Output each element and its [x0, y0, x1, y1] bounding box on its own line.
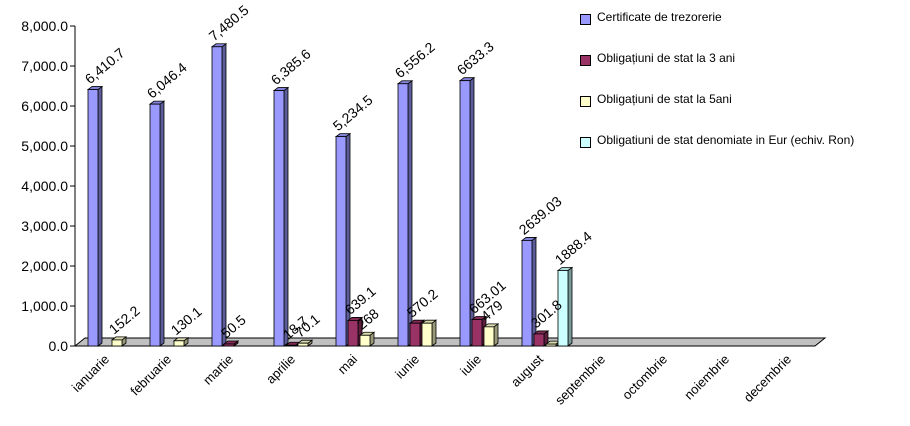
data-label: 6,046.4	[144, 59, 190, 101]
bar	[222, 340, 240, 347]
bar	[148, 100, 166, 347]
data-label: 6633.3	[454, 38, 497, 78]
x-tick-label: iunie	[392, 352, 422, 382]
bar-face	[285, 344, 297, 347]
x-tick-label: februarie	[127, 352, 174, 399]
data-label: 6,556.2	[392, 39, 438, 81]
x-tick-label: martie	[200, 352, 236, 388]
data-label: 6,385.6	[268, 45, 314, 87]
bar	[482, 323, 500, 347]
bar	[532, 330, 550, 347]
bar	[296, 339, 314, 347]
bar-face	[297, 342, 309, 347]
legend-item-obligatiuni-5-ani: Obligațiuni de stat la 5ani	[580, 92, 910, 107]
bar	[110, 336, 128, 347]
data-label: 152.2	[106, 302, 143, 337]
bar-face	[335, 136, 347, 347]
bar-face	[87, 89, 99, 347]
bar-face	[557, 270, 569, 347]
bar-face	[533, 333, 545, 347]
y-tick-label: 3,000.0	[21, 218, 68, 234]
x-tick-label: august	[508, 351, 546, 389]
bar-face	[149, 103, 161, 347]
data-label: 7,480.5	[206, 2, 252, 44]
x-tick-label: aprilie	[263, 352, 298, 387]
bar-face	[273, 90, 285, 347]
bar	[520, 236, 538, 347]
x-tick-label: iulie	[457, 352, 484, 379]
bar-face	[421, 322, 433, 347]
y-tick-label: 1,000.0	[21, 298, 68, 314]
x-tick-label: ianuarie	[69, 352, 112, 395]
bar-side	[221, 42, 227, 347]
data-label: 6,410.7	[82, 44, 128, 86]
bar	[458, 76, 476, 347]
y-tick-label: 6,000.0	[21, 98, 68, 114]
legend-swatch-obligatiuni-5-ani	[580, 96, 591, 107]
bar-side	[159, 100, 165, 347]
bar-face	[521, 240, 533, 347]
bar-face	[471, 319, 483, 347]
legend-label-certificate: Certificate de trezorerie	[597, 10, 722, 24]
bar-face	[211, 46, 223, 347]
bar	[272, 86, 290, 347]
y-tick-label: 7,000.0	[21, 58, 68, 74]
data-label: 5,234.5	[330, 91, 376, 133]
y-tick-label: 2,000.0	[21, 258, 68, 274]
bar	[172, 336, 190, 347]
bar-face	[483, 326, 495, 347]
bar-face	[459, 80, 471, 347]
bar-side	[97, 85, 103, 347]
bar-face	[111, 339, 123, 347]
legend-label-obligatiuni-5-ani: Obligațiuni de stat la 5ani	[597, 92, 732, 106]
legend-swatch-obligatiuni-eur	[580, 137, 591, 148]
bar-face	[545, 343, 557, 347]
bar-face	[359, 334, 371, 347]
legend-item-certificate: Certificate de trezorerie	[580, 10, 910, 25]
legend-item-obligatiuni-3-ani: Obligațiuni de stat la 3 ani	[580, 51, 910, 66]
bar	[556, 266, 574, 347]
x-tick-label: noiembrie	[681, 352, 732, 403]
bar-side	[567, 266, 573, 347]
bar-face	[397, 83, 409, 347]
legend-label-obligatiuni-eur: Obligatiuni de stat denomiate in Eur (ec…	[597, 133, 855, 147]
bar-face	[347, 320, 359, 347]
bar	[86, 85, 104, 347]
y-tick-label: 0.0	[49, 338, 69, 354]
bar-face	[409, 322, 421, 347]
bar-face	[223, 343, 235, 347]
bar	[358, 331, 376, 347]
data-label: 2639.03	[516, 193, 565, 238]
bar-side	[283, 86, 289, 347]
legend-label-obligatiuni-3-ani: Obligațiuni de stat la 3 ani	[597, 51, 736, 65]
bar	[210, 42, 228, 347]
x-tick-label: octombrie	[619, 352, 670, 403]
legend-swatch-certificate	[580, 14, 591, 25]
bar-side	[493, 323, 499, 347]
data-label: 130.1	[168, 303, 205, 338]
legend-swatch-obligatiuni-3-ani	[580, 55, 591, 66]
x-tick-label: decembrie	[741, 352, 795, 406]
bar	[420, 319, 438, 347]
x-tick-label: septembrie	[552, 352, 608, 408]
legend-item-obligatiuni-eur: Obligatiuni de stat denomiate in Eur (ec…	[580, 133, 907, 148]
x-tick-label: mai	[335, 351, 360, 376]
bar-side	[431, 319, 437, 347]
bar-face	[173, 340, 185, 347]
y-tick-label: 4,000.0	[21, 178, 68, 194]
data-label: 1888.4	[552, 228, 595, 268]
y-tick-label: 8,000.0	[21, 18, 68, 34]
y-tick-label: 5,000.0	[21, 138, 68, 154]
